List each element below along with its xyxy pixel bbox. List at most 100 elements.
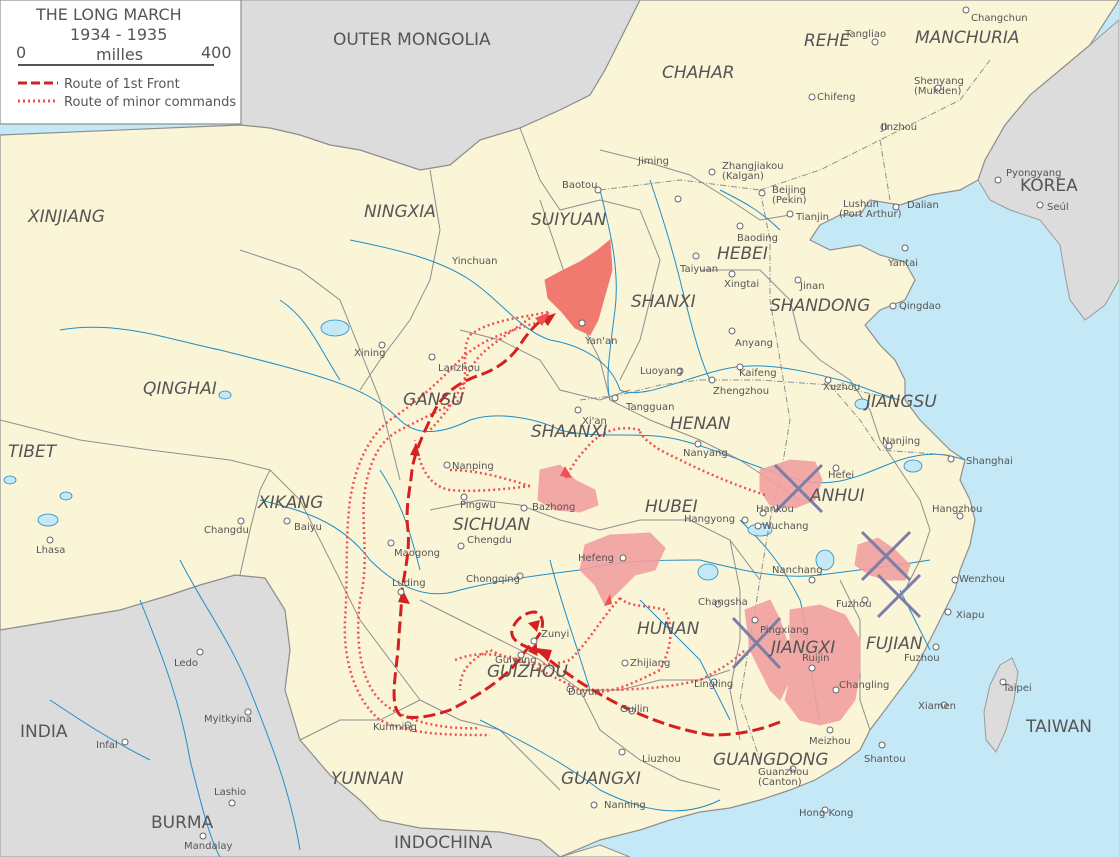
city-maogong: Maogong (394, 548, 440, 559)
city-labels: Changchun Tangliao Chifeng Shenyang (Muk… (36, 13, 1069, 852)
city-fuzhou1: Fuzhou (836, 599, 872, 610)
city-lingling: Lingling (694, 679, 733, 690)
city-hangyong: Hangyong (684, 514, 735, 525)
city-yantai: Yantai (887, 258, 918, 269)
city-taipei: Taipei (1002, 683, 1032, 694)
label-yunnan: YUNNAN (331, 769, 404, 789)
city-changchun: Changchun (971, 13, 1028, 24)
city-shantou: Shantou (864, 754, 906, 765)
city-baoding: Baoding (737, 233, 778, 244)
label-hebei: HEBEI (717, 244, 768, 264)
city-nanping: Nanping (452, 461, 494, 472)
city-zhijiang: Zhijiang (630, 658, 670, 669)
city-xiamen: Xiamen (918, 701, 956, 712)
city-canton: (Canton) (758, 777, 802, 788)
label-xikang: XIKANG (257, 493, 323, 513)
label-chahar: CHAHAR (662, 63, 735, 83)
province-borders (0, 127, 931, 791)
label-shanxi: SHANXI (631, 292, 696, 312)
scale-max-label: 400 (201, 43, 232, 62)
city-zhengzhou: Zhengzhou (713, 386, 769, 397)
legend-title: THE LONG MARCH (35, 5, 182, 24)
city-duyun: Duyun (568, 687, 601, 698)
city-dalian: Dalian (907, 200, 939, 211)
label-guangxi: GUANGXI (561, 769, 641, 789)
city-kaifeng: Kaifeng (739, 368, 777, 379)
label-jiangsu: JIANGSU (863, 392, 937, 412)
label-qinghai: QINGHAI (143, 379, 217, 399)
label-fujian: FUJIAN (866, 634, 923, 654)
city-nanchang: Nanchang (772, 565, 823, 576)
city-meizhou: Meizhou (809, 736, 851, 747)
city-liuzhou: Liuzhou (642, 754, 681, 765)
city-infal: Infal (96, 740, 118, 751)
city-shenyang: Shenyang (914, 76, 964, 87)
city-chifeng: Chifeng (817, 92, 855, 103)
city-ledo: Ledo (174, 658, 198, 669)
yanan-base-area (544, 238, 613, 336)
city-jinan: Jinan (799, 281, 825, 292)
city-mukden: (Mukden) (914, 86, 961, 97)
city-jinzhou: Jinzhou (880, 122, 917, 133)
label-gansu: GANSU (403, 390, 464, 410)
city-nanyang: Nanyang (683, 448, 728, 459)
label-henan: HENAN (670, 414, 731, 434)
label-hunan: HUNAN (637, 619, 700, 639)
city-luoyang: Luoyang (640, 366, 683, 377)
label-indochina: INDOCHINA (394, 833, 493, 853)
route-arrows (398, 313, 556, 662)
city-xiapu: Xiapu (956, 610, 984, 621)
label-taiwan: TAIWAN (1025, 717, 1092, 737)
city-guiyang: Guiyang (495, 655, 537, 666)
label-sichuan: SICHUAN (453, 515, 531, 535)
taiwan-area (983, 657, 1019, 753)
label-manchuria: MANCHURIA (915, 28, 1020, 48)
city-baotou: Baotou (562, 180, 597, 191)
city-yanan: Yan'an (584, 336, 617, 347)
city-wenzhou: Wenzhou (959, 574, 1005, 585)
city-nanning: Nanning (604, 800, 646, 811)
city-hefei: Hefei (828, 470, 854, 481)
label-india: INDIA (20, 722, 68, 742)
city-xingtai: Xingtai (724, 279, 759, 290)
label-jiangxi: JIANGXI (768, 638, 835, 658)
hainan-area (559, 844, 631, 857)
cross-marks (731, 463, 922, 670)
city-bazhong: Bazhong (532, 502, 575, 513)
label-suiyuan: SUIYUAN (531, 210, 607, 230)
city-fuzhou2: Fuzhou (904, 653, 940, 664)
city-ruijin: Ruijin (802, 653, 830, 664)
city-xuzhou: Xuzhou (823, 382, 860, 393)
main-route (392, 313, 781, 737)
city-hefeng: Hefeng (578, 553, 614, 564)
city-kalgan: (Kalgan) (722, 171, 764, 182)
label-guizhou: GUIZHOU (487, 662, 568, 682)
city-guanzhou: Guanzhou (758, 767, 809, 778)
label-shaanxi: SHAANXI (531, 422, 607, 442)
city-xining: Xining (354, 348, 385, 359)
label-xinjiang: XINJIANG (27, 207, 105, 227)
label-shandong: SHANDONG (770, 296, 870, 316)
minor-routes (343, 310, 766, 737)
city-xian: Xi'an (582, 416, 607, 427)
city-wuchang: Wuchang (762, 521, 809, 532)
city-yinchuan: Yinchuan (451, 256, 498, 267)
city-anyang: Anyang (735, 338, 773, 349)
city-myitkyina: Myitkyina (204, 714, 252, 725)
city-zhangjiakou: Zhangjiakou (722, 161, 784, 172)
city-port-arthur: (Port Arthur) (839, 209, 902, 220)
rivers (49, 179, 966, 857)
label-burma: BURMA (151, 813, 214, 833)
minor-arrows (535, 312, 612, 606)
city-pingxiang: Pingxiang (760, 625, 809, 636)
city-taiyuan: Taiyuan (679, 264, 718, 275)
city-guilin: Guilin (620, 704, 649, 715)
city-tianjin: Tianjin (795, 212, 829, 223)
label-korea: KOREA (1020, 176, 1078, 196)
city-lushun: Lushun (843, 199, 879, 210)
city-hangzhou: Hangzhou (932, 504, 982, 515)
city-baiyu: Baiyu (294, 522, 322, 533)
legend: THE LONG MARCH 1934 - 1935 0 milles 400 … (0, 0, 242, 125)
city-zunyi: Zunyi (541, 629, 569, 640)
